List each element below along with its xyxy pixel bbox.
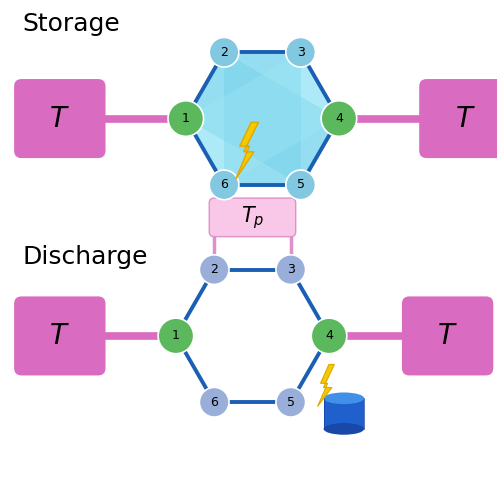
FancyBboxPatch shape: [209, 198, 296, 237]
Text: 5: 5: [287, 396, 295, 409]
Circle shape: [312, 318, 347, 354]
Text: 3: 3: [296, 46, 304, 59]
Polygon shape: [318, 365, 334, 407]
Text: 2: 2: [210, 263, 218, 276]
Polygon shape: [186, 52, 339, 185]
Text: Storage: Storage: [23, 12, 120, 37]
Text: 4: 4: [335, 112, 343, 125]
Text: 1: 1: [172, 329, 180, 342]
Text: $T$: $T$: [50, 105, 70, 132]
FancyBboxPatch shape: [402, 296, 494, 375]
Polygon shape: [224, 52, 300, 185]
Text: Discharge: Discharge: [23, 245, 148, 269]
Bar: [324, 398, 364, 429]
Circle shape: [158, 318, 194, 354]
Circle shape: [321, 101, 356, 136]
Text: $T$: $T$: [454, 105, 475, 132]
Text: $T$: $T$: [50, 322, 70, 350]
Text: 6: 6: [220, 178, 228, 191]
Polygon shape: [236, 123, 258, 179]
Polygon shape: [186, 52, 339, 185]
Polygon shape: [186, 52, 339, 185]
Circle shape: [286, 170, 316, 200]
Circle shape: [209, 170, 239, 200]
Circle shape: [200, 255, 229, 285]
FancyBboxPatch shape: [419, 79, 500, 158]
Text: 6: 6: [210, 396, 218, 409]
Circle shape: [276, 255, 306, 285]
FancyBboxPatch shape: [14, 79, 106, 158]
Circle shape: [276, 387, 306, 417]
Text: 3: 3: [287, 263, 294, 276]
Ellipse shape: [324, 392, 364, 404]
Text: 2: 2: [220, 46, 228, 59]
FancyBboxPatch shape: [14, 296, 106, 375]
Text: 5: 5: [296, 178, 304, 191]
Text: 4: 4: [325, 329, 333, 342]
Circle shape: [286, 38, 316, 67]
Circle shape: [168, 101, 203, 136]
Text: $T_p$: $T_p$: [241, 204, 264, 231]
Text: 1: 1: [182, 112, 190, 125]
Ellipse shape: [324, 423, 364, 435]
Text: $T$: $T$: [437, 322, 458, 350]
Circle shape: [209, 38, 239, 67]
Circle shape: [200, 387, 229, 417]
